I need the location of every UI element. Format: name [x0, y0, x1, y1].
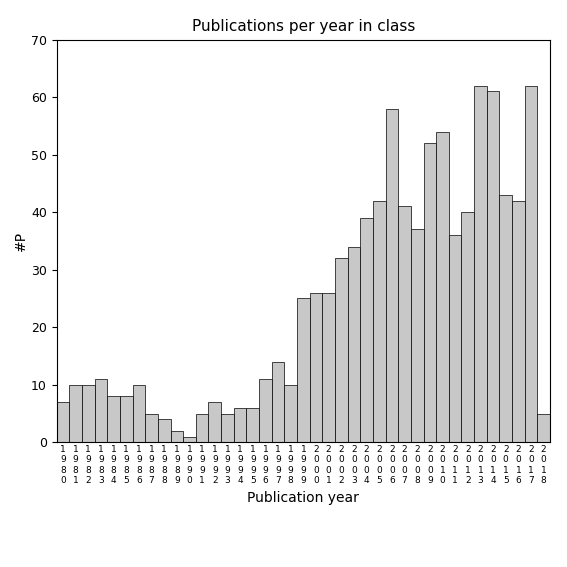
- Bar: [196, 413, 209, 442]
- Bar: [285, 385, 297, 442]
- Title: Publications per year in class: Publications per year in class: [192, 19, 415, 35]
- Bar: [209, 402, 221, 442]
- Y-axis label: #P: #P: [14, 231, 28, 251]
- Bar: [436, 132, 449, 442]
- Bar: [107, 396, 120, 442]
- Bar: [424, 143, 436, 442]
- Bar: [335, 258, 348, 442]
- Bar: [310, 293, 322, 442]
- Bar: [373, 201, 386, 442]
- Bar: [449, 235, 462, 442]
- Bar: [386, 109, 398, 442]
- Bar: [272, 362, 285, 442]
- Bar: [95, 379, 107, 442]
- Bar: [411, 230, 424, 442]
- Bar: [57, 402, 69, 442]
- Bar: [500, 195, 512, 442]
- Bar: [221, 413, 234, 442]
- Bar: [297, 298, 310, 442]
- Bar: [171, 431, 183, 442]
- Bar: [247, 408, 259, 442]
- Bar: [183, 437, 196, 442]
- Bar: [133, 385, 145, 442]
- Bar: [322, 293, 335, 442]
- Bar: [360, 218, 373, 442]
- Bar: [486, 91, 500, 442]
- X-axis label: Publication year: Publication year: [247, 491, 359, 505]
- Bar: [512, 201, 524, 442]
- Bar: [538, 413, 550, 442]
- Bar: [259, 379, 272, 442]
- Bar: [524, 86, 538, 442]
- Bar: [120, 396, 133, 442]
- Bar: [145, 413, 158, 442]
- Bar: [462, 212, 474, 442]
- Bar: [158, 419, 171, 442]
- Bar: [69, 385, 82, 442]
- Bar: [398, 206, 411, 442]
- Bar: [348, 247, 360, 442]
- Bar: [82, 385, 95, 442]
- Bar: [234, 408, 247, 442]
- Bar: [474, 86, 486, 442]
